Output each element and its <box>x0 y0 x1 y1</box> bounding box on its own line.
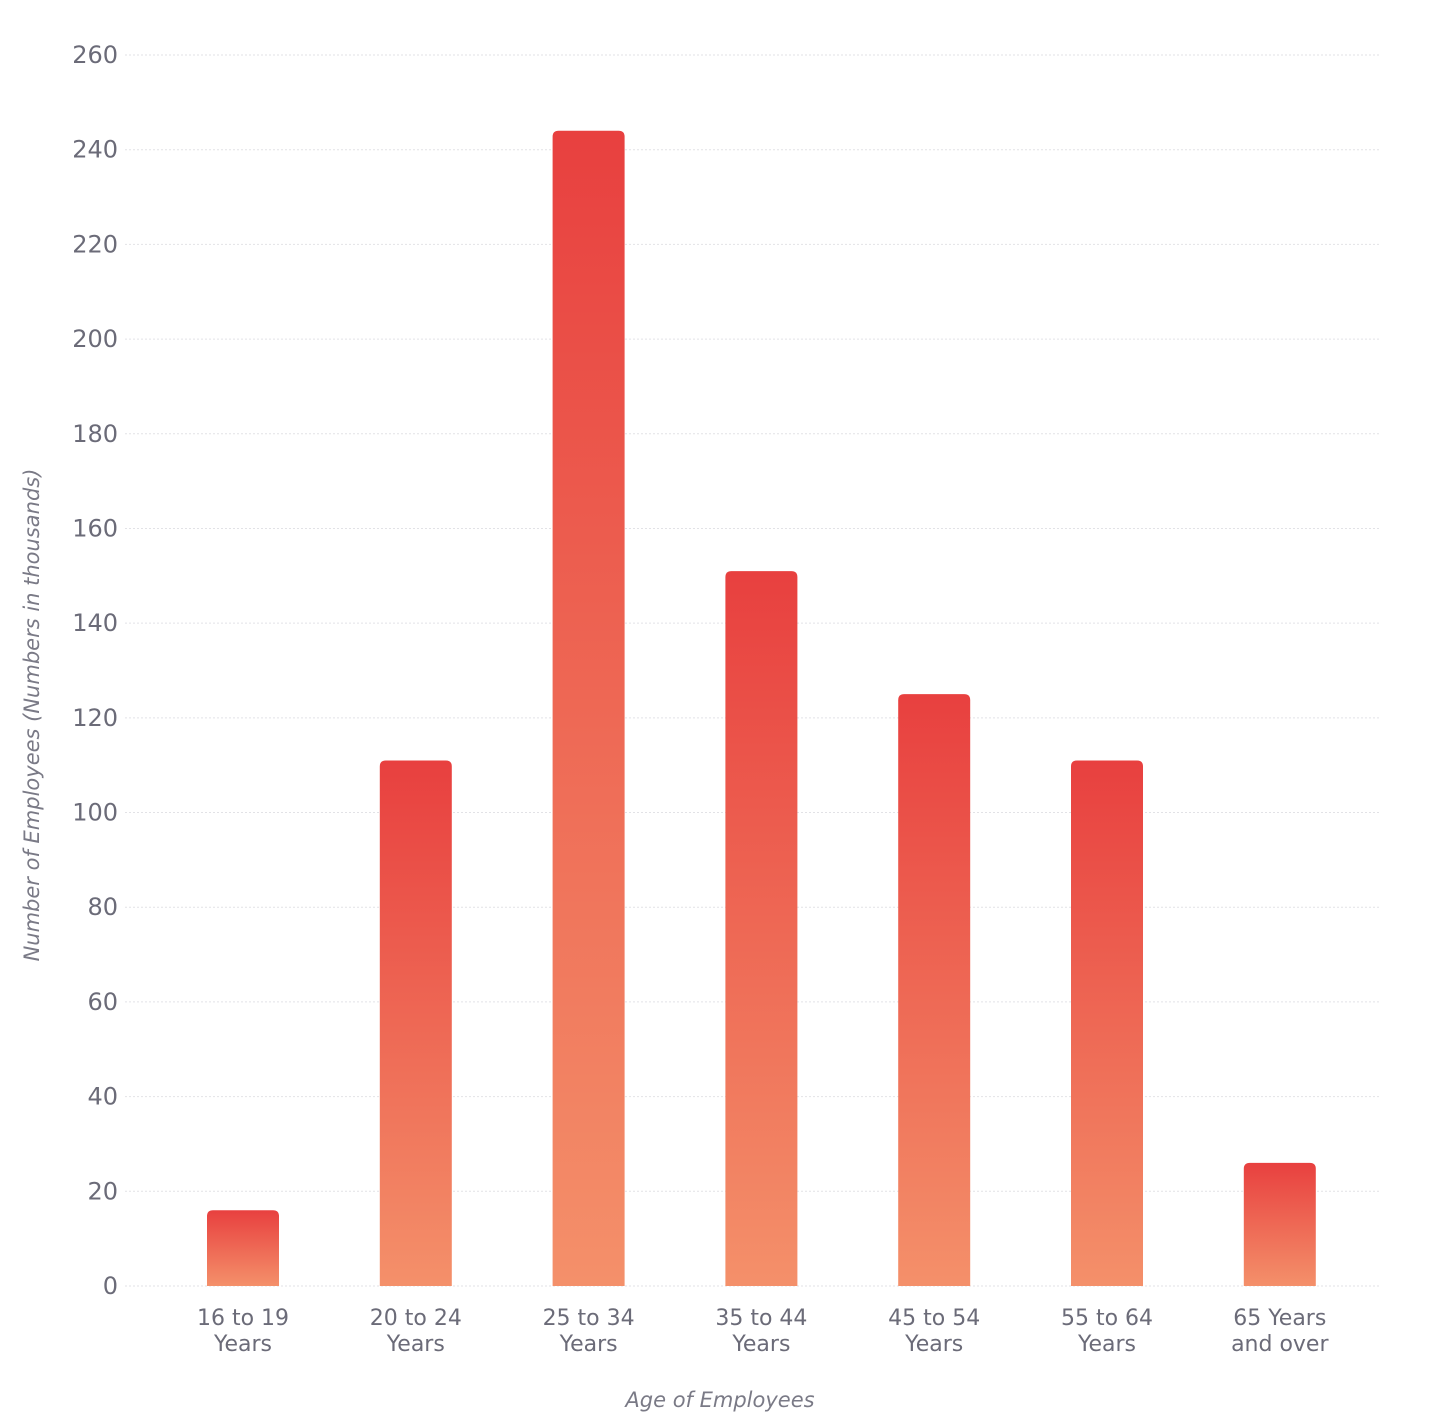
bar <box>1243 1162 1316 1286</box>
y-tick-label: 60 <box>87 988 118 1016</box>
y-tick-label: 260 <box>72 41 118 69</box>
y-tick-label: 140 <box>72 609 118 637</box>
y-axis-label: Number of Employees (Numbers in thousand… <box>20 469 44 962</box>
x-tick-label: 25 to 34 Years <box>543 1306 635 1357</box>
x-axis-ticks: 16 to 19 Years 20 to 24 Years 25 to 34 Years 3… <box>197 1306 1330 1357</box>
bar <box>1071 760 1143 1286</box>
y-tick-label: 220 <box>72 230 118 258</box>
y-axis-ticks: 0 20 40 60 80 100 120 140 160 180 200 220 240 260 <box>72 41 118 1300</box>
y-tick-label: 80 <box>87 893 118 921</box>
x-tick-label: 16 to 19 Years <box>197 1306 289 1357</box>
y-tick-label: 160 <box>72 514 118 542</box>
y-tick-label: 20 <box>87 1177 118 1205</box>
x-tick-label: 45 to 54 Years <box>888 1306 980 1357</box>
y-tick-label: 100 <box>72 799 118 827</box>
bar <box>552 130 625 1286</box>
y-tick-label: 40 <box>87 1083 118 1111</box>
y-tick-label: 120 <box>72 704 118 732</box>
y-tick-label: 200 <box>72 325 118 353</box>
x-tick-label: 55 to 64 Years <box>1061 1306 1153 1357</box>
x-tick-label: 20 to 24 Years <box>370 1306 462 1357</box>
y-tick-label: 180 <box>72 420 118 448</box>
gridlines <box>125 54 1380 1287</box>
bar <box>379 760 452 1286</box>
bar <box>898 694 971 1286</box>
bar <box>207 1210 279 1286</box>
bar <box>725 571 798 1286</box>
x-axis-label: Age of Employees <box>623 1388 814 1412</box>
bars <box>207 130 1316 1286</box>
y-tick-label: 240 <box>72 136 118 164</box>
x-tick-label: 65 Years and over <box>1231 1306 1329 1357</box>
x-tick-label: 35 to 44 Years <box>715 1306 807 1357</box>
y-tick-label: 0 <box>103 1272 118 1300</box>
